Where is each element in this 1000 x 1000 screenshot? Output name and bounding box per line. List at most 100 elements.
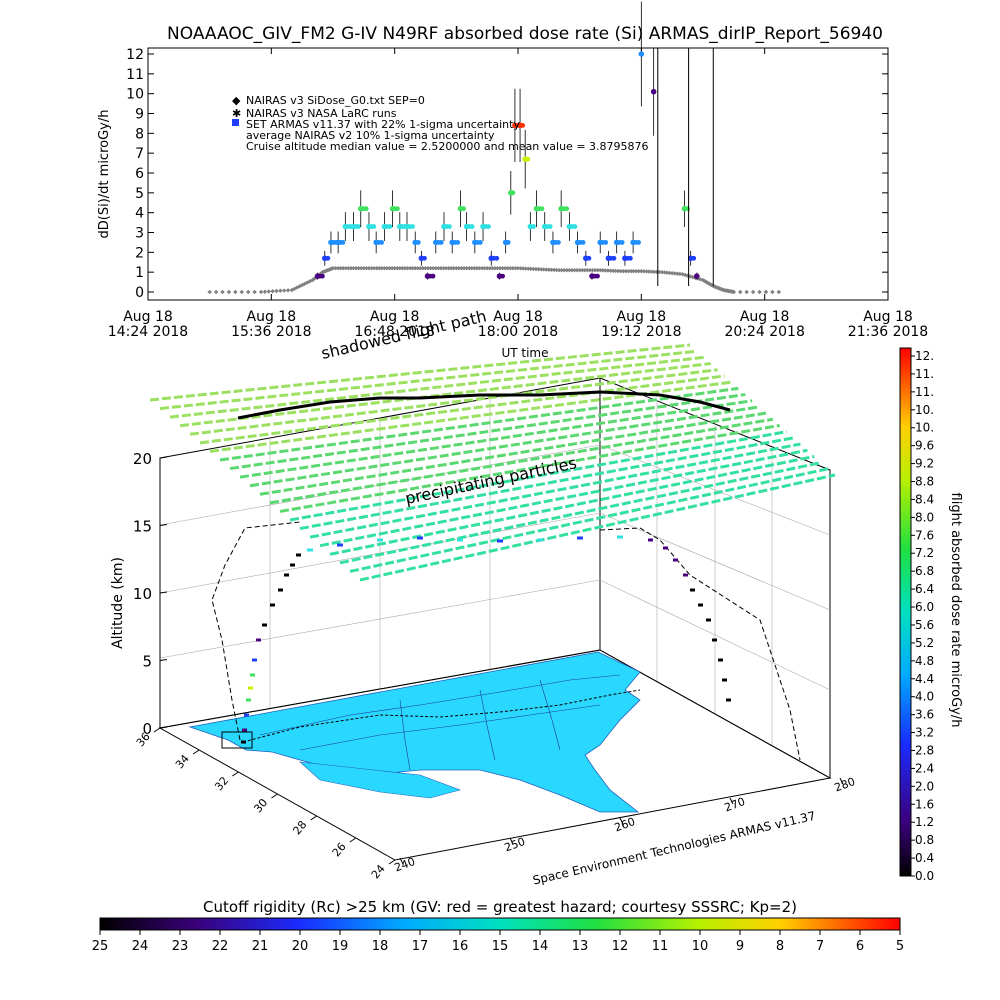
nairas-point (364, 266, 369, 271)
track-point (617, 535, 623, 539)
nairas-point (377, 266, 382, 271)
lon-tick (839, 777, 844, 785)
lat-tick-label: 32 (212, 774, 231, 793)
armas-point (539, 206, 545, 212)
y-tick-label: 9 (135, 107, 144, 123)
nairas-point (574, 267, 580, 273)
track-point (252, 658, 257, 662)
nairas-point (459, 266, 464, 271)
track-point (246, 698, 251, 702)
legend-marker-armas (232, 119, 239, 126)
track-point (284, 573, 289, 577)
x-tick-label-time: 19:12 2018 (601, 324, 681, 340)
armas-point (650, 88, 657, 95)
dose-rate-colorbar (899, 347, 912, 877)
nairas-point (400, 266, 405, 271)
particle-row (329, 454, 815, 556)
nairas-point (518, 266, 523, 271)
x-tick-label-time: 20:24 2018 (724, 324, 804, 340)
nairas-point (415, 266, 420, 271)
armas-point (500, 273, 505, 279)
nairas-point (577, 267, 582, 273)
lat-tick (349, 837, 357, 843)
nairas-point (466, 266, 472, 271)
lat-tick (388, 859, 396, 865)
nairas-point (623, 268, 629, 274)
particle-row (169, 355, 704, 419)
rigidity-tick-label: 14 (532, 939, 549, 954)
nairas-point (608, 268, 613, 273)
lat-tick (153, 727, 161, 733)
nairas-point (750, 289, 756, 295)
armas-point (461, 206, 466, 212)
colorbar-tick-label: 4.8 (915, 654, 934, 668)
armas-point (572, 224, 578, 229)
track-point (270, 603, 275, 607)
colorbar-tick-label: 4.0 (915, 690, 934, 704)
lat-tick-label: 24 (369, 862, 388, 881)
nairas-point (448, 266, 454, 271)
x-tick-label-time: 21:36 2018 (848, 324, 928, 340)
nairas-point (639, 268, 644, 274)
armas-point (580, 240, 586, 245)
z-tick-label: 20 (133, 450, 152, 468)
y-tick-label: 2 (135, 245, 144, 261)
rigidity-tick-label: 20 (292, 939, 309, 954)
particle-row (269, 417, 774, 505)
armas-point (486, 224, 491, 229)
nairas-point (220, 289, 225, 295)
nairas-point (685, 273, 690, 278)
legend-item-armas: SET ARMAS v11.37 with 22% 1-sigma uncert… (246, 118, 520, 131)
nairas-point (523, 266, 528, 271)
nairas-point (278, 288, 283, 293)
nairas-point (484, 266, 490, 271)
map-coast-south (299, 761, 461, 799)
nairas-point (641, 269, 647, 274)
nairas-point (233, 289, 238, 295)
nairas-point (469, 266, 474, 271)
nairas-point (446, 266, 451, 271)
z-tick (159, 726, 168, 729)
nairas-point (587, 267, 593, 273)
armas-point (422, 255, 427, 261)
track-point (242, 728, 247, 732)
nairas-point (392, 266, 397, 271)
nairas-point (266, 289, 271, 294)
lat-tick-label: 26 (330, 840, 349, 859)
nairas-point (330, 266, 336, 271)
nairas-point (567, 267, 572, 273)
nairas-point (776, 289, 781, 295)
rigidity-tick-label: 24 (132, 939, 149, 954)
nairas-point (554, 267, 559, 273)
departure-marker (221, 731, 253, 749)
lat-tick (271, 793, 278, 799)
nairas-point (603, 268, 608, 273)
track-point (337, 543, 343, 547)
nairas-point (618, 268, 623, 274)
lon-tick-label: 240 (393, 855, 417, 874)
rigidity-colorbar-label: Cutoff rigidity (Rc) >25 km (GV: red = g… (203, 898, 797, 916)
nairas-point (497, 266, 503, 271)
track-point (457, 538, 463, 542)
colorbar-tick-label: 10. (915, 421, 934, 435)
nairas-point (551, 267, 557, 273)
nairas-point (508, 266, 513, 271)
nairas-point (564, 267, 570, 273)
dose-rate-colorbar-label: flight absorbed dose rate microGy/h (948, 493, 963, 728)
y-tick-label: 12 (126, 47, 144, 63)
nairas-point (433, 266, 438, 271)
nairas-point (207, 289, 212, 295)
lat-tick (192, 749, 200, 755)
track-point (673, 558, 678, 562)
nairas-point (731, 289, 737, 295)
nairas-point (371, 266, 377, 271)
armas-point (430, 273, 436, 279)
nairas-point (258, 289, 264, 295)
nairas-point (598, 267, 603, 273)
nairas-point (382, 266, 387, 271)
armas-point (510, 190, 516, 196)
chart-title: NOAAAOC_GIV_FM2 G-IV N49RF absorbed dose… (167, 24, 883, 44)
track-point (417, 536, 423, 540)
rigidity-tick-label: 23 (172, 939, 189, 954)
